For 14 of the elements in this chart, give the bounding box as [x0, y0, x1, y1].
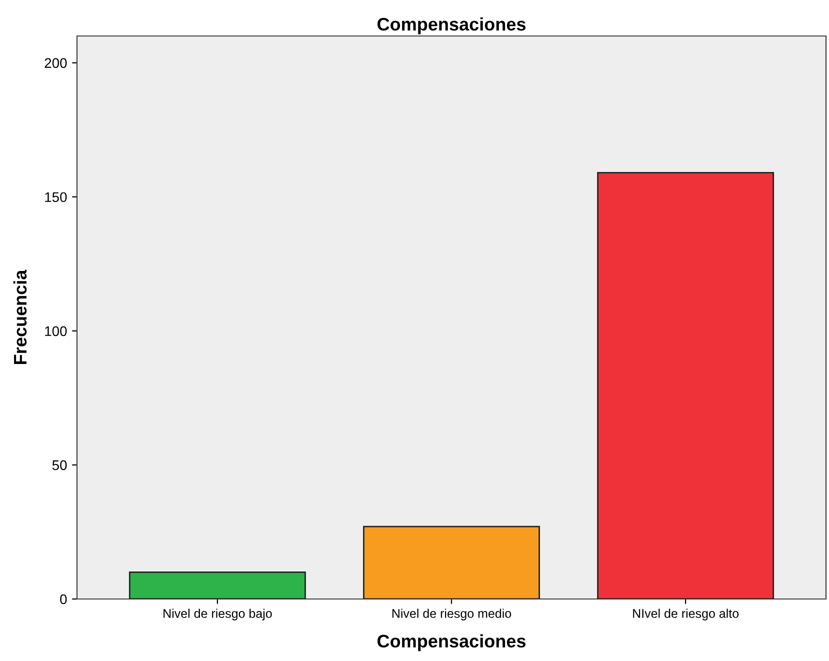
bar	[128, 571, 306, 599]
y-tick-label: 50	[52, 460, 67, 470]
x-axis-title: Compensaciones	[377, 634, 526, 652]
x-tick-label: Nivel de riesgo bajo	[164, 608, 272, 620]
x-tick-label: NIvel de riesgo alto	[633, 608, 739, 620]
bar	[597, 172, 774, 599]
y-tick-label: 200	[44, 58, 67, 68]
y-axis-title: Frecuencia	[13, 270, 27, 364]
bar	[363, 526, 540, 599]
y-tick-label: 100	[45, 326, 67, 336]
y-tick-label: 150	[45, 192, 67, 202]
x-tick-label: Nivel de riesgo medio	[392, 608, 512, 620]
y-tick-label: 0	[60, 594, 67, 604]
chart-title: Compensaciones	[377, 17, 526, 34]
